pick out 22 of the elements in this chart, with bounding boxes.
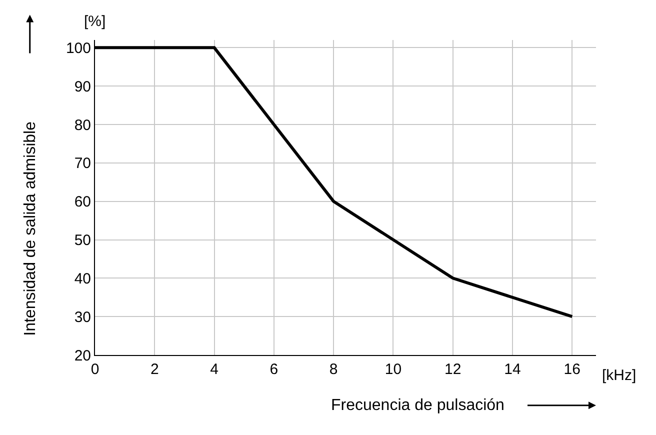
x-tick-label: 6 (270, 361, 278, 378)
x-tick-label: 16 (564, 361, 580, 378)
y-tick-label: 30 (74, 308, 91, 326)
y-axis-title: Intensidad de salida admisible (22, 121, 39, 336)
x-axis-title: Frecuencia de pulsación (331, 397, 504, 414)
y-tick-label: 50 (74, 232, 91, 250)
x-tick-label: 4 (210, 361, 218, 378)
text: [%] (84, 13, 106, 30)
y-tick-label: 60 (74, 194, 91, 211)
y-tick-label: 20 (74, 347, 91, 364)
y-tick-label: 90 (74, 78, 91, 96)
x-tick-label: 0 (90, 361, 100, 378)
y-tick-label: 40 (74, 270, 91, 288)
x-tick-label: 8 (329, 361, 338, 378)
y-tick-label: 80 (74, 116, 91, 134)
x-tick-label: 2 (150, 361, 159, 378)
text: [kHz] (602, 367, 636, 384)
y-tick-label: 100 (66, 40, 91, 57)
x-tick-label: 14 (504, 361, 521, 378)
x-tick-label: 10 (384, 361, 402, 378)
x-tick-label: 12 (444, 361, 462, 378)
y-tick-label: 70 (74, 155, 91, 172)
